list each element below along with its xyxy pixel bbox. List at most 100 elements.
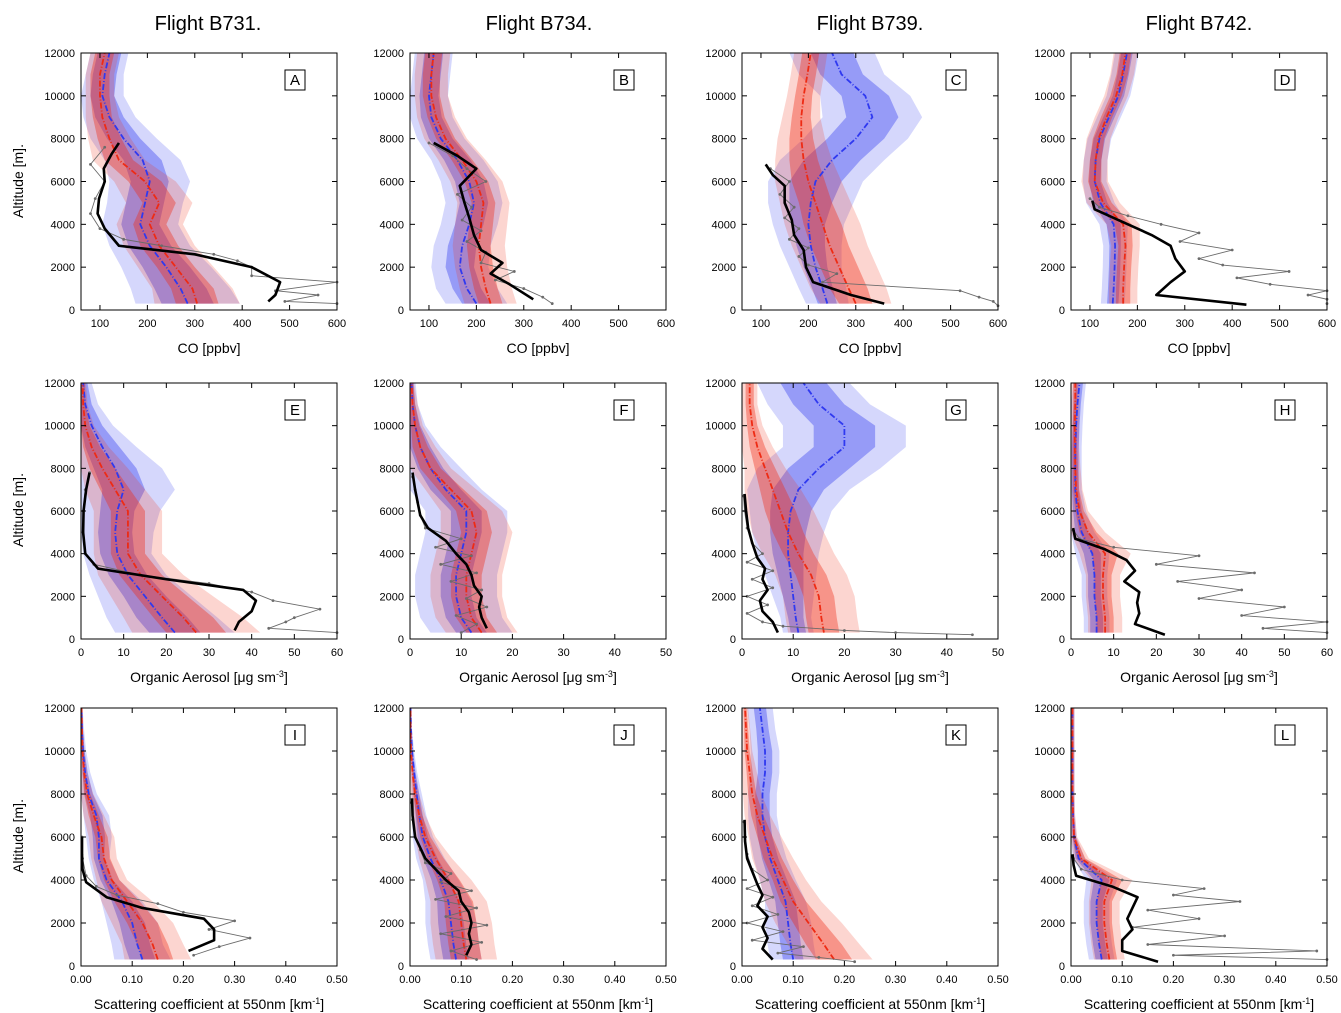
panel-c-xtick-label: 500 [941,318,959,330]
panel-h: 0 10 20 30 40 50 60 0 2000 4000 6000 8000 10000 12000… [1034,378,1333,685]
panel-d-obs-raw-point [1306,293,1310,297]
panel-i-xtick-label: 0.50 [326,974,347,986]
panel-b-ytick-label: 4000 [380,219,404,231]
panel-h-ytick-label: 10000 [1034,421,1065,433]
panel-l-obs-raw-point [1172,893,1175,897]
panel-f-red-band-inner [410,383,498,633]
panel-g-xtick-label: 20 [838,647,850,659]
panel-i-obs-raw-point [207,928,211,931]
panel-k-obs-raw-point [853,960,857,964]
panel-l-ytick-label: 10000 [1034,746,1065,758]
panel-l-xtick-label: 0.40 [1265,974,1286,986]
panel-k-obs-raw-point [802,945,805,949]
panel-i-obs-raw-point [233,919,237,923]
panel-k-obs-raw-point [817,956,821,959]
panel-a-ytick-label: 0 [69,305,75,317]
panel-g-obs-raw-point [894,631,897,634]
panel-f-xtick-label: 40 [609,647,621,659]
panel-j-obs-raw-point [480,940,484,944]
panel-g-obs-median-line [743,493,780,634]
panel-f-xtick-label: 50 [660,647,672,659]
panel-a-label-box [284,69,306,91]
panel-g-ytick-label: 0 [730,634,736,646]
panel-k: 0.00 0.10 0.20 0.30 0.40 0.50 0 2000 4000 6000 800… [705,703,1008,1012]
panel-d-obs-raw-point [1088,197,1092,201]
panel-i-blue-band-outer [81,708,171,960]
panel-b-ytick-label: 10000 [373,91,404,103]
panel-j-xtick-label: 0.20 [502,974,523,986]
panel-l-x-axis-label: Scattering coefficient at 550nm [km-1] [1084,996,1314,1012]
panel-j-label: J [620,727,628,744]
panel-g-xtick-label: 0 [739,647,745,659]
panel-l-ytick-label: 8000 [1041,789,1065,801]
panel-f-obs-raw-point [464,597,468,600]
panel-h-xtick-label: 60 [1321,647,1333,659]
column-title-3: Flight B739. [817,13,924,35]
panel-l-xtick-label: 0.50 [1316,974,1337,986]
panel-g-ytick-label: 6000 [712,506,736,518]
panel-d-obs-median-line [1091,200,1247,306]
panel-b-blue-median-line [428,52,478,305]
panel-b: 100 200 300 400 500 6000200040006000800010000… [373,48,675,356]
panel-c-ytick-label: 10000 [705,91,736,103]
panel-g-obs-raw-point [745,594,749,598]
panel-b-red-median-line [430,52,492,304]
panel-d: 100 200 300 400 500 6000200040006000800010000… [1034,48,1336,356]
column-title-4: Flight B742. [1146,13,1253,35]
panel-e-xtick-label: 0 [78,647,84,659]
panel-i-ytick-label: 12000 [44,703,75,715]
panel-h-obs-raw-line [1072,529,1328,634]
panel-a-obs-raw-point [316,293,320,297]
panel-b-xtick-label: 500 [609,318,627,330]
panel-h-x-axis-label: Organic Aerosol [μg sm-3] [1120,669,1278,685]
panel-k-obs-raw-point [745,887,749,890]
panel-a-obs-raw-point [98,227,102,231]
panel-j-obs-raw-point [485,923,489,927]
panel-c-obs-median-line [764,163,885,305]
panel-k-ytick-label: 12000 [705,703,736,715]
panel-g-ytick-label: 10000 [705,421,736,433]
panel-j-ytick-label: 12000 [373,703,404,715]
panel-g-obs-raw-point [761,552,764,556]
panel-e-obs-raw-point [267,626,271,630]
panel-f: 0 10 20 30 40 50 0 2000 4000 6000 8000 10000 12000 F O… [373,378,672,685]
panel-d-xtick-label: 100 [1081,318,1099,330]
panel-h-ytick-label: 4000 [1041,549,1065,561]
panel-i-obs-raw-point [156,902,160,906]
panel-d-obs-raw-point [1159,222,1163,226]
panel-g-obs-raw-point [745,560,749,564]
panel-h-xtick-label: 30 [1193,647,1205,659]
panel-l-obs-raw-point [1079,867,1083,871]
panel-d-red-median-line [1093,52,1127,304]
panel-b-blue-band-inner [419,53,491,304]
panel-g-obs-raw-point [971,633,974,637]
panel-h-obs-raw-point [1261,626,1265,630]
panel-f-obs-raw-point [470,554,473,558]
panel-a-obs-raw-point [160,244,163,248]
panel-g-blue-band-outer [747,383,906,633]
panel-k-ytick-label: 4000 [712,875,736,887]
panel-k-obs-raw-point [781,930,785,933]
panel-j-obs-raw-point [475,958,478,961]
panel-j-red-band-inner [410,708,482,960]
panel-g: 0 10 20 30 40 50 0 2000 4000 6000 8000 10000 12000 G O… [705,378,1004,685]
panel-d-obs-raw-point [1230,248,1234,252]
panel-a-red-band-inner [90,53,219,304]
panel-i-obs-median-line [80,837,216,953]
panel-g-obs-raw-point [745,612,749,615]
column-title-2: Flight B734. [486,13,593,35]
panel-b-red-band-inner [422,53,503,304]
panel-h-blue-band-inner [1071,383,1103,633]
panel-j-obs-median-line [410,798,473,956]
panel-a-label: A [290,72,300,89]
panel-l-blue-band-inner [1071,708,1110,960]
panel-h-obs-raw-point [1154,562,1158,566]
panel-h-obs-raw-point [1240,614,1244,617]
panel-e-ytick-label: 10000 [44,421,75,433]
panel-b-x-axis-label: CO [ppbv] [506,340,569,356]
panel-k-xtick-label: 0.50 [987,974,1008,986]
panel-g-ytick-label: 2000 [712,591,736,603]
panel-g-red-median-line [748,383,825,633]
panel-c-obs-raw-point [792,205,796,209]
panel-i-ytick-label: 2000 [51,918,75,930]
